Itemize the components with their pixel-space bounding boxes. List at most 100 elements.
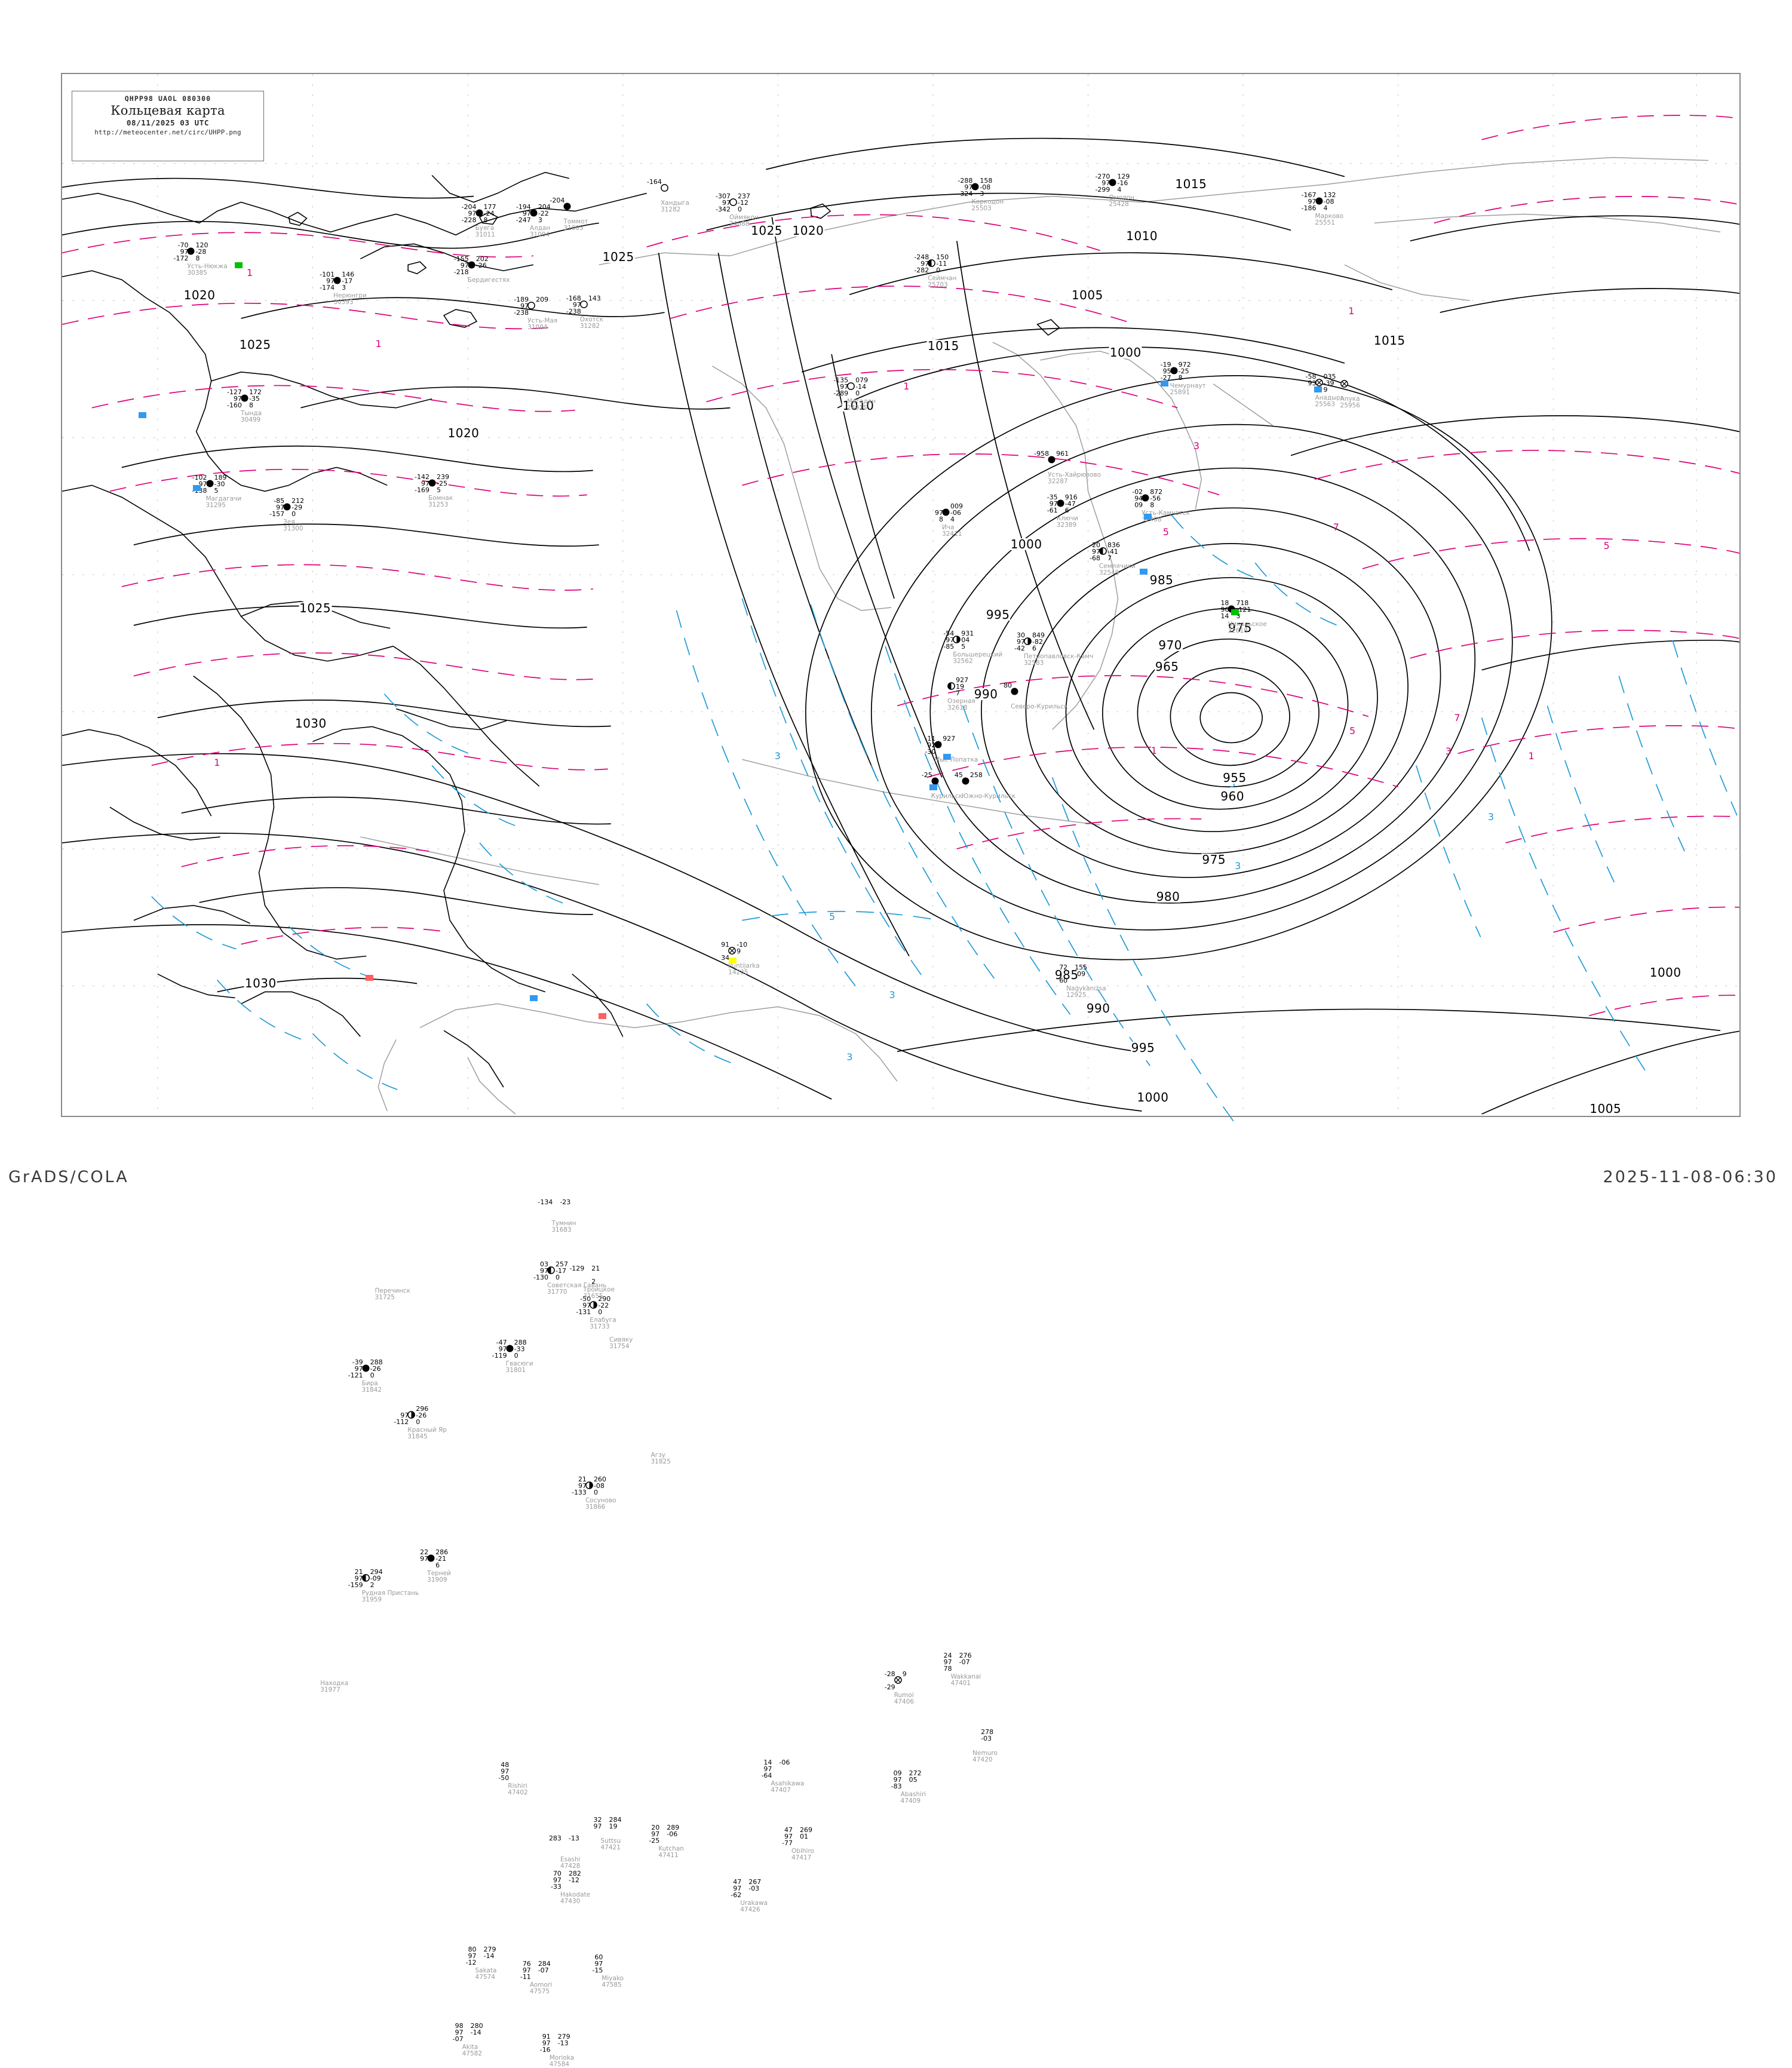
station-humidity: 97 bbox=[572, 301, 581, 309]
station-name-label: Петропавловск-Камч 32583 bbox=[1023, 653, 1094, 667]
station-name-label: Магадан 24915 bbox=[847, 397, 876, 412]
station-temperature: -142 bbox=[415, 472, 429, 481]
chart-source-url[interactable]: http://meteocenter.net/circ/UHPP.png bbox=[94, 128, 241, 136]
station-name-label: Перечинск 31725 bbox=[375, 1287, 411, 1302]
station-name-label: Красный Яр 31845 bbox=[407, 1426, 447, 1441]
station-name-label: Марково 25551 bbox=[1315, 213, 1344, 227]
station-temperature: 72 bbox=[1059, 963, 1068, 971]
station-dewpoint: 60 bbox=[1059, 976, 1068, 984]
station-pressure: 272 bbox=[909, 1769, 922, 1778]
station-symbol-icon bbox=[931, 777, 940, 786]
station-name-label: Kutchan 47411 bbox=[658, 1845, 684, 1860]
station-symbol-icon bbox=[728, 946, 737, 955]
station-pressure: 267 bbox=[748, 1878, 762, 1886]
station-name-label: Терней 31909 bbox=[427, 1570, 451, 1584]
station-symbol-icon bbox=[563, 202, 572, 211]
station-pressure-tendency: -25 bbox=[437, 479, 447, 487]
station-humidity: 97 bbox=[1016, 638, 1025, 646]
station-pressure-tendency: -08 bbox=[980, 183, 991, 192]
station-pressure: 927 bbox=[943, 735, 956, 743]
station-temperature: -11 bbox=[925, 735, 936, 743]
station-name-label: Morioka 47584 bbox=[549, 2054, 575, 2068]
station-temperature: -102 bbox=[192, 474, 207, 482]
station-name-label: Курильск bbox=[931, 792, 962, 800]
station-name-label: Ключи 32389 bbox=[1056, 515, 1078, 529]
station-temperature: -189 bbox=[514, 295, 529, 303]
marker-green-2 bbox=[1231, 609, 1239, 615]
station-symbol-icon bbox=[952, 635, 961, 644]
isobar-label: 1025 bbox=[602, 249, 635, 264]
map-vector-layer bbox=[62, 74, 1740, 1124]
station-pressure: 286 bbox=[435, 1548, 449, 1557]
station-temperature: -127 bbox=[226, 388, 242, 396]
isobar-label: 1005 bbox=[1589, 1101, 1622, 1116]
station-name-label: Никольское 32618 bbox=[1228, 620, 1267, 634]
station-pressure: 836 bbox=[1107, 541, 1120, 550]
isotherm-label: 3 bbox=[846, 1051, 853, 1063]
station-humidity: 97 bbox=[763, 1765, 772, 1773]
station-dewpoint: -160 bbox=[226, 401, 242, 409]
station-name-label: Магдагачи 31295 bbox=[205, 495, 242, 510]
isotherm-label: 1 bbox=[1348, 305, 1355, 317]
station-weather-code: 3 bbox=[980, 190, 984, 198]
station-pressure-tendency: -09 bbox=[1075, 969, 1086, 978]
station-symbol-icon bbox=[1023, 637, 1032, 646]
station-pressure: 276 bbox=[959, 1652, 972, 1660]
warm-isotherm-layer bbox=[62, 115, 1740, 1017]
station-dewpoint: -169 bbox=[415, 486, 429, 494]
station-pressure-tendency: -14 bbox=[483, 1952, 495, 1960]
marker-blue-1 bbox=[138, 412, 146, 419]
isotherm-label: 1 bbox=[903, 380, 910, 392]
station-pressure-tendency: -09 bbox=[370, 1575, 381, 1583]
station-humidity: 97 bbox=[276, 503, 285, 511]
station-humidity: 97 bbox=[522, 1966, 531, 1974]
isobar-label: 975 bbox=[1228, 620, 1253, 635]
station-humidity: 97 bbox=[1101, 179, 1110, 188]
station-humidity: 96 bbox=[1220, 605, 1229, 613]
station-dewpoint: 8 bbox=[939, 515, 944, 523]
station-weather-code: 7 bbox=[1107, 554, 1112, 563]
station-humidity: 97 bbox=[520, 302, 529, 310]
isobar-label: 1000 bbox=[1136, 1090, 1170, 1105]
station-pressure: 158 bbox=[980, 177, 993, 185]
marker-blue-2 bbox=[193, 485, 201, 492]
station-name-label: Тумнин 31683 bbox=[551, 1220, 576, 1234]
isotherm-label: 5 bbox=[1229, 778, 1236, 790]
station-humidity: 97 bbox=[522, 210, 531, 218]
station-humidity: 97 bbox=[578, 1482, 587, 1490]
station-name-label: Южно-Курильск bbox=[961, 792, 1015, 800]
station-weather-code: 5 bbox=[437, 486, 441, 494]
station-humidity: 97 bbox=[326, 277, 335, 285]
station-pressure: 288 bbox=[370, 1358, 383, 1366]
station-temperature: -168 bbox=[566, 294, 581, 303]
station-pressure: 927 bbox=[956, 676, 969, 685]
station-humidity: 97 bbox=[733, 1885, 742, 1893]
station-name-label: Nemuro 47420 bbox=[972, 1749, 998, 1763]
station-dewpoint: -130 bbox=[533, 1273, 549, 1281]
station-name-label: Asahikawa 47407 bbox=[771, 1779, 805, 1794]
station-temperature: -134 bbox=[538, 1198, 553, 1207]
station-symbol-icon bbox=[947, 682, 956, 691]
bulletin-header: QHPP98 UAOL 080300 bbox=[124, 94, 211, 103]
station-pressure: 204 bbox=[538, 203, 551, 211]
station-name-label: Хандыга 31282 bbox=[660, 200, 689, 214]
isobar-label: 980 bbox=[1155, 889, 1181, 904]
station-pressure-tendency: -12 bbox=[568, 1876, 579, 1884]
isobar-label: 1005 bbox=[1070, 287, 1104, 302]
isotherm-label: 1 bbox=[375, 337, 382, 349]
isotherm-label: 1 bbox=[1528, 750, 1535, 762]
station-dewpoint: -15 bbox=[592, 1966, 603, 1974]
station-weather-code: 8 bbox=[195, 254, 200, 262]
isobar-label: 1030 bbox=[244, 976, 277, 991]
station-pressure: 294 bbox=[370, 1568, 383, 1576]
station-temperature: -47 bbox=[496, 1339, 507, 1347]
station-weather-code: 0 bbox=[936, 266, 941, 274]
station-humidity: 97 bbox=[455, 2028, 464, 2036]
station-humidity: 97 bbox=[582, 1302, 591, 1310]
station-pressure: 009 bbox=[950, 502, 963, 510]
chart-title: Кольцевая карта bbox=[111, 103, 225, 118]
station-pressure: 146 bbox=[342, 270, 355, 278]
station-temperature: -958 bbox=[1034, 450, 1050, 458]
isotherm-label: 7 bbox=[1454, 711, 1460, 723]
station-name-label: Большерецкий 32562 bbox=[953, 651, 1003, 665]
